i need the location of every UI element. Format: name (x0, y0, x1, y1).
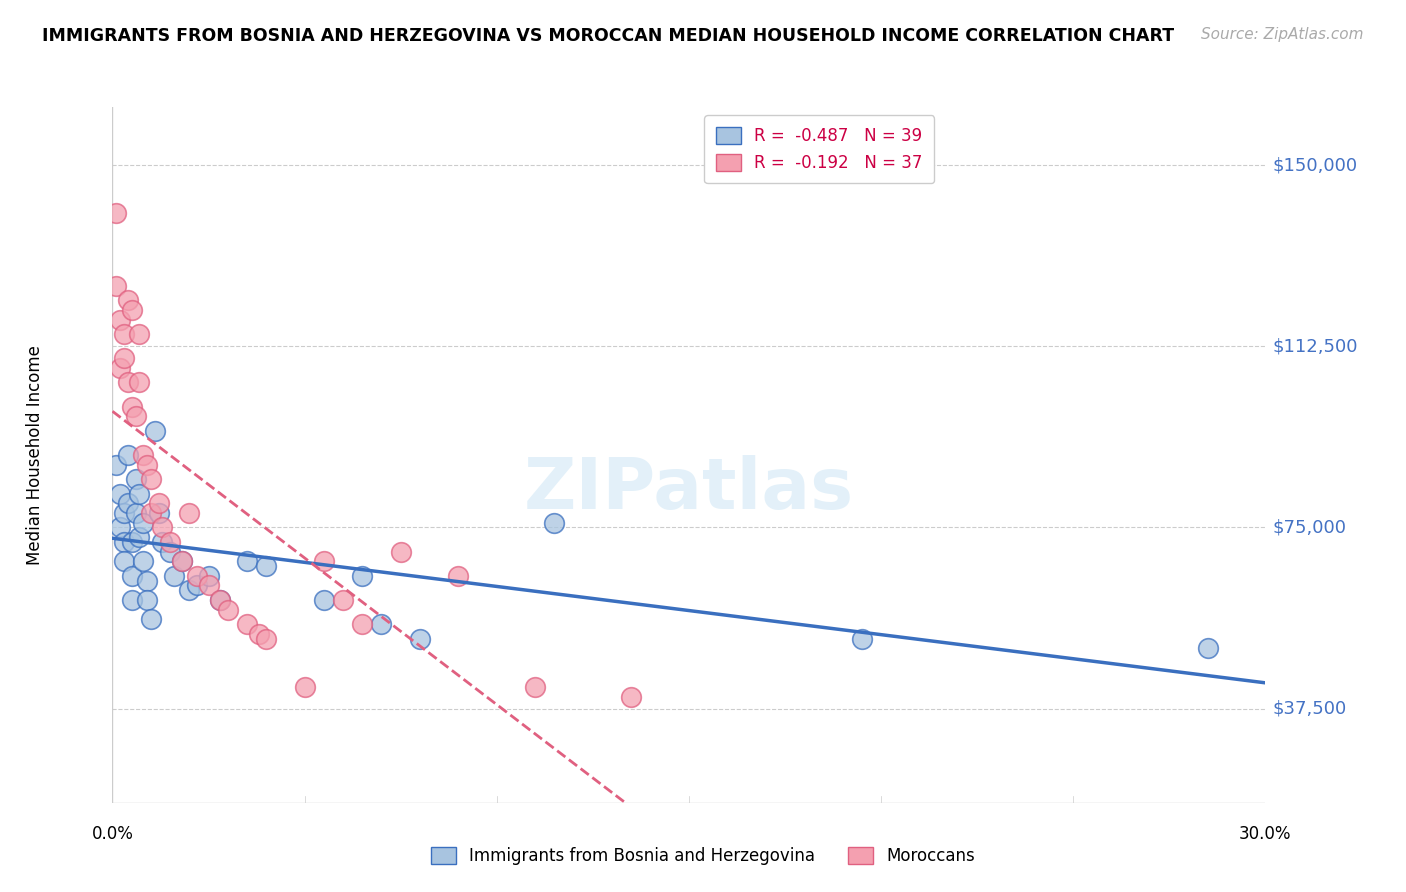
Point (370, 617, 392, 632)
Point (179, 583, 201, 598)
Point (112, 534, 135, 549)
Point (136, 574, 159, 588)
Point (128, 530, 150, 544)
Point (543, 516, 565, 530)
Point (121, 568, 143, 582)
Point (294, 680, 316, 694)
Point (163, 568, 186, 582)
Point (112, 506, 135, 520)
Point (117, 496, 139, 510)
Point (312, 592, 335, 607)
Text: Median Household Income: Median Household Income (27, 345, 44, 565)
Point (254, 632, 277, 646)
Point (108, 312, 131, 326)
Point (139, 472, 162, 486)
Text: $37,500: $37,500 (1272, 699, 1347, 717)
Point (143, 424, 166, 438)
Point (152, 520, 174, 534)
Point (152, 534, 174, 549)
Text: $75,000: $75,000 (1272, 518, 1347, 536)
Point (197, 578, 219, 592)
Text: Source: ZipAtlas.com: Source: ZipAtlas.com (1201, 27, 1364, 42)
Legend: R =  -0.487   N = 39, R =  -0.192   N = 37: R = -0.487 N = 39, R = -0.192 N = 37 (704, 115, 934, 184)
Point (105, 458, 128, 472)
Point (139, 612, 162, 626)
Point (128, 486, 150, 500)
Point (236, 554, 259, 568)
Point (128, 327, 150, 342)
Text: 30.0%: 30.0% (1239, 825, 1292, 843)
Point (112, 554, 135, 568)
Point (117, 376, 139, 390)
Text: 0.0%: 0.0% (91, 825, 134, 843)
Point (121, 592, 143, 607)
Point (132, 554, 155, 568)
Point (851, 632, 873, 646)
Point (148, 496, 170, 510)
Point (352, 617, 374, 632)
Point (105, 206, 128, 220)
Point (1197, 641, 1219, 656)
Text: ZIPatlas: ZIPatlas (524, 455, 853, 524)
Point (159, 534, 181, 549)
Point (121, 534, 143, 549)
Point (409, 632, 432, 646)
Point (254, 559, 277, 574)
Point (524, 680, 547, 694)
Point (197, 568, 219, 582)
Point (117, 448, 139, 462)
Legend: Immigrants from Bosnia and Herzegovina, Moroccans: Immigrants from Bosnia and Herzegovina, … (420, 837, 986, 875)
Point (209, 592, 232, 607)
Text: IMMIGRANTS FROM BOSNIA AND HERZEGOVINA VS MOROCCAN MEDIAN HOUSEHOLD INCOME CORRE: IMMIGRANTS FROM BOSNIA AND HERZEGOVINA V… (42, 27, 1174, 45)
Point (128, 376, 150, 390)
Text: $150,000: $150,000 (1272, 156, 1358, 174)
Point (136, 592, 159, 607)
Point (170, 554, 193, 568)
Point (121, 303, 143, 318)
Point (620, 690, 643, 704)
Point (312, 554, 335, 568)
Point (217, 602, 239, 616)
Point (108, 361, 131, 376)
Point (148, 506, 170, 520)
Point (247, 626, 270, 640)
Point (121, 400, 143, 414)
Point (112, 327, 135, 342)
Point (132, 448, 155, 462)
Point (105, 278, 128, 293)
Point (108, 486, 131, 500)
Text: $112,500: $112,500 (1272, 337, 1358, 355)
Point (136, 458, 159, 472)
Point (332, 592, 354, 607)
Point (170, 554, 193, 568)
Point (117, 293, 139, 308)
Point (112, 351, 135, 366)
Point (179, 506, 201, 520)
Point (447, 568, 470, 582)
Point (124, 409, 146, 424)
Point (124, 506, 146, 520)
Point (352, 568, 374, 582)
Point (124, 472, 146, 486)
Point (209, 592, 232, 607)
Point (186, 578, 208, 592)
Point (108, 520, 131, 534)
Point (159, 544, 181, 558)
Point (139, 506, 162, 520)
Point (186, 568, 208, 582)
Point (389, 544, 412, 558)
Point (236, 617, 259, 632)
Point (132, 516, 155, 530)
